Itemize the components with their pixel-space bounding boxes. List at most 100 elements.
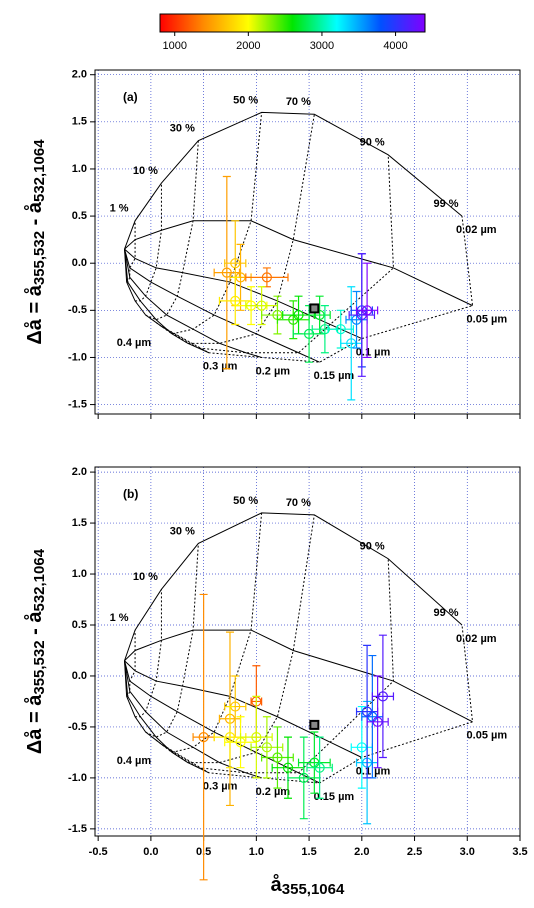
y-axis-title-part: 532,1064 [31, 139, 48, 202]
y-tick-label: -1.0 [68, 772, 87, 784]
point [251, 732, 262, 743]
y-error-cap [310, 731, 319, 794]
y-error-cap [257, 286, 266, 326]
y-tick-label: 1.0 [72, 568, 87, 580]
point [361, 706, 373, 717]
x-tick-label: 3.5 [512, 846, 527, 858]
x-error-cap [224, 259, 247, 268]
point [293, 309, 304, 321]
y-tick-label: -0.5 [68, 304, 87, 316]
size-label: 0.4 µm [117, 755, 152, 767]
fraction-curve [161, 114, 315, 344]
y-error-cap [347, 286, 356, 401]
y-error-cap [225, 631, 234, 807]
y-tick-label: 2.0 [72, 69, 87, 81]
y-error-cap [236, 716, 245, 769]
y-tick-label: 1.5 [72, 116, 87, 128]
y-tick-label: 1.0 [72, 163, 87, 175]
fraction-curve [145, 543, 199, 738]
y-axis-title: Δå = å355,532 - å532,1064 [23, 139, 48, 345]
size-label: 0.2 µm [256, 365, 291, 377]
fraction-label: 30 % [170, 123, 195, 135]
y-error-cap [373, 675, 382, 769]
y-tick-label: -0.5 [68, 721, 87, 733]
colorbar-tick-label: 2000 [236, 40, 260, 52]
point [272, 752, 283, 763]
y-error-cap [283, 736, 292, 799]
x-error-cap [366, 717, 389, 726]
size-label: 0.15 µm [314, 370, 355, 382]
x-tick-label: 3.0 [460, 846, 475, 858]
point [361, 305, 373, 316]
y-tick-label: 0.5 [72, 210, 87, 222]
x-error-cap [239, 733, 273, 742]
point [256, 300, 267, 311]
y-error-cap [231, 276, 240, 326]
fraction-label: 10 % [133, 165, 158, 177]
x-error-cap [306, 763, 333, 772]
reference-marker [309, 719, 320, 730]
fraction-curve [135, 183, 162, 302]
x-error-cap [261, 753, 294, 762]
fraction-label: 30 % [170, 525, 195, 537]
point [303, 328, 315, 339]
y-axis-title: Δå = å355,532 - å532,1064 [23, 548, 48, 754]
y-error-cap [357, 253, 366, 377]
size-label: 0.05 µm [467, 730, 508, 742]
point [372, 716, 383, 727]
x-error-cap [297, 758, 331, 767]
y-error-cap [252, 695, 261, 779]
y-error-cap [225, 705, 234, 769]
y-axis-title-part: 355,532 [31, 231, 48, 285]
fraction-curve [135, 589, 162, 718]
y-error-cap [357, 705, 366, 789]
x-error-cap [250, 743, 284, 752]
y-error-cap [363, 262, 372, 359]
point [314, 762, 325, 773]
size-label: 0.2 µm [256, 786, 291, 798]
x-tick-label: 1.0 [249, 846, 264, 858]
y-axis-title-part: - å [23, 201, 46, 231]
y-error-cap [336, 309, 345, 349]
plot-frame [94, 69, 521, 415]
fraction-label: 10 % [133, 571, 158, 583]
fraction-curve [164, 558, 394, 774]
fraction-label: 50 % [233, 495, 258, 507]
x-error-cap [327, 325, 354, 334]
y-error-cap [299, 736, 308, 820]
x-tick-label: 0.0 [143, 846, 158, 858]
size-label: 0.02 µm [456, 224, 497, 236]
y-tick-label: -1.5 [68, 823, 87, 835]
fraction-label: 90 % [360, 541, 385, 553]
x-error-cap [245, 273, 289, 282]
plot-frame [94, 466, 521, 837]
panel-label: (b) [123, 487, 138, 501]
size-label: 0.15 µm [314, 791, 355, 803]
y-error-cap [315, 736, 324, 799]
size-label: 0.02 µm [456, 633, 497, 645]
x-error-cap [224, 702, 247, 711]
y-error-cap [363, 644, 372, 779]
size-curve [124, 660, 210, 774]
fraction-label: 1 % [110, 612, 129, 624]
size-curve [124, 660, 363, 758]
point [221, 267, 232, 278]
panel-label: (a) [123, 90, 138, 104]
point [298, 772, 309, 783]
x-axis-title-part: 355,1064 [282, 881, 345, 898]
fraction-label: 50 % [233, 94, 258, 106]
fraction-curve [145, 140, 199, 321]
y-error-cap [236, 243, 245, 311]
y-tick-label: 0.0 [72, 257, 87, 269]
y-tick-label: 1.5 [72, 517, 87, 529]
point [346, 338, 357, 349]
size-label: 0.1 µm [356, 765, 391, 777]
y-error-cap [262, 716, 271, 779]
y-error-cap [320, 305, 329, 354]
size-curve [124, 660, 167, 748]
fraction-label: 1 % [110, 203, 129, 215]
y-axis-title-part: - å [23, 611, 46, 641]
y-error-cap [222, 175, 231, 370]
y-axis-title-part: Δå = å [23, 284, 46, 344]
fraction-curve [155, 512, 263, 753]
